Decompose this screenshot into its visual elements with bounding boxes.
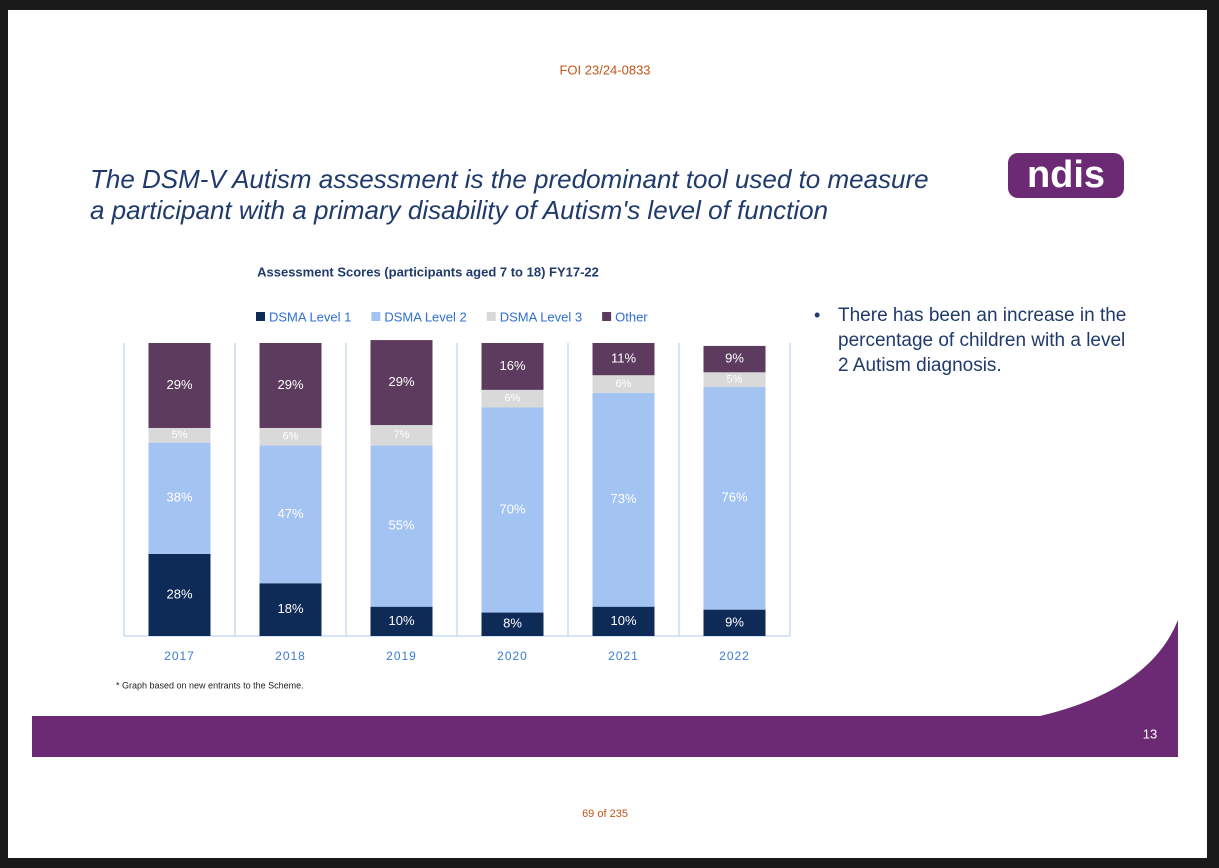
heading-line: The DSM-V Autism assessment is the predo… <box>90 164 929 194</box>
foi-number: FOI 23/24-0833 <box>559 62 650 77</box>
bar-segment <box>481 612 544 636</box>
legend-swatch <box>371 312 381 321</box>
bar-segment <box>259 445 322 584</box>
data-label: 73% <box>610 491 636 506</box>
data-label: 28% <box>166 586 192 601</box>
x-tick-label: 2020 <box>497 649 528 663</box>
chart-title: Assessment Scores (participants aged 7 t… <box>257 264 599 279</box>
bar-segment <box>592 392 655 607</box>
logo: ndis <box>1027 154 1105 196</box>
footer-band <box>32 716 1178 757</box>
bar-segment <box>148 553 211 636</box>
footnote: * Graph based on new entrants to the Sch… <box>116 680 304 690</box>
page-footer: 69 of 235 <box>582 808 628 820</box>
legend-swatch <box>486 312 496 321</box>
data-label: 29% <box>166 377 192 392</box>
data-label: 16% <box>499 358 525 373</box>
bar-segment <box>370 445 433 607</box>
data-label: 11% <box>611 351 636 366</box>
heading-line: a participant with a primary disability … <box>90 195 828 225</box>
bar-segment <box>259 583 322 636</box>
data-label: 6% <box>505 393 521 405</box>
slide-number: 13 <box>1143 726 1157 741</box>
data-label: 10% <box>610 613 636 628</box>
data-label: 38% <box>166 490 192 505</box>
legend-label: DSMA Level 3 <box>500 309 582 324</box>
data-label: 6% <box>283 431 299 443</box>
bar-segment <box>592 606 655 636</box>
legend-label: DSMA Level 2 <box>384 309 466 324</box>
bar-segment <box>703 609 766 636</box>
data-label: 5% <box>172 429 188 441</box>
data-label: 10% <box>388 613 414 628</box>
bar-segment <box>370 425 433 446</box>
data-label: 47% <box>277 506 303 521</box>
legend-label: DSMA Level 1 <box>269 309 351 324</box>
data-label: 29% <box>388 374 414 389</box>
bar-segment <box>259 427 322 446</box>
bar-segment <box>481 389 544 408</box>
x-tick-label: 2019 <box>386 649 417 663</box>
bar-segment <box>148 442 211 554</box>
data-label: 9% <box>725 614 744 629</box>
x-tick-label: 2022 <box>719 649 750 663</box>
bar-segment <box>703 372 766 387</box>
data-label: 5% <box>727 374 743 386</box>
bar-segment <box>148 427 211 443</box>
bar-segment <box>703 345 766 373</box>
logo-badge <box>1008 153 1124 198</box>
bar-segment <box>592 343 655 376</box>
data-label: 8% <box>503 616 522 631</box>
bar-segment <box>592 375 655 393</box>
bar-segment <box>370 340 433 426</box>
data-label: 70% <box>499 501 525 516</box>
legend-swatch <box>256 312 265 321</box>
bar-segment <box>481 343 544 390</box>
data-label: 76% <box>721 490 747 505</box>
legend-label: Other <box>615 309 648 324</box>
bullet-text: There has been an increase in the percen… <box>838 305 1127 376</box>
x-tick-label: 2021 <box>608 649 639 663</box>
chart: DSMA Level 1 DSMA Level 2 DSMA Level 3 Othe… <box>123 309 791 663</box>
data-label: 9% <box>725 351 744 366</box>
x-tick-label: 2017 <box>164 649 195 663</box>
x-tick-label: 2018 <box>275 649 306 663</box>
data-label: 6% <box>616 378 632 390</box>
legend-swatch <box>602 312 612 321</box>
bullet-box: There has been an increase in the percen… <box>838 305 1127 376</box>
data-label: 29% <box>277 377 303 392</box>
bar-segment <box>481 407 544 613</box>
data-label: 7% <box>394 429 410 441</box>
bar-segment <box>703 386 766 610</box>
bullet-dot: • <box>814 305 820 325</box>
data-label: 18% <box>277 601 303 616</box>
bar-segment <box>259 343 322 428</box>
bar-segment <box>148 343 211 428</box>
bar-segment <box>370 606 433 636</box>
data-label: 55% <box>388 518 414 533</box>
